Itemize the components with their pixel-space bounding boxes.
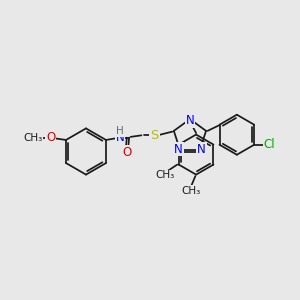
- Text: N: N: [174, 142, 183, 155]
- Text: O: O: [122, 146, 131, 159]
- Text: N: N: [116, 131, 124, 144]
- Text: N: N: [186, 114, 194, 127]
- Text: CH₃: CH₃: [23, 133, 43, 142]
- Text: S: S: [150, 129, 159, 142]
- Text: CH₃: CH₃: [181, 186, 200, 196]
- Text: N: N: [197, 142, 206, 155]
- Text: Cl: Cl: [264, 138, 275, 151]
- Text: H: H: [116, 127, 124, 136]
- Text: CH₃: CH₃: [155, 170, 175, 180]
- Text: O: O: [46, 131, 55, 144]
